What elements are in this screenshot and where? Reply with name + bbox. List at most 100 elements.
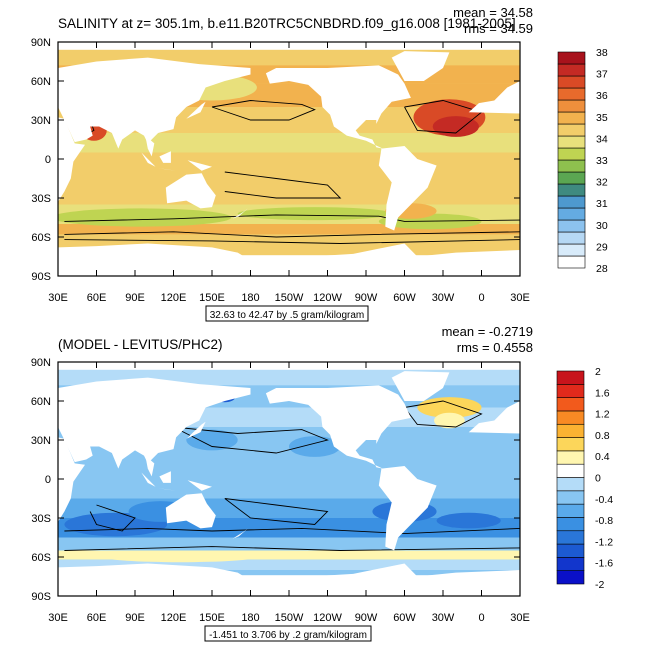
x-tick-label: 150W bbox=[275, 292, 304, 304]
y-tick-label: 90S bbox=[31, 591, 51, 603]
y-tick-label: 90N bbox=[31, 37, 51, 49]
x-tick-label: 90E bbox=[125, 612, 145, 624]
land-mask bbox=[58, 437, 85, 522]
colorbar-segment bbox=[557, 231, 586, 245]
field-band bbox=[58, 224, 520, 235]
x-tick-label: 120W bbox=[313, 612, 342, 624]
colorbar-label: 38 bbox=[596, 47, 608, 59]
colorbar-segment bbox=[557, 135, 586, 149]
x-tick-label: 60E bbox=[87, 292, 107, 304]
x-tick-label: 0 bbox=[478, 292, 484, 304]
salinity-contour-info: 32.63 to 42.47 by .5 gram/kilogram bbox=[210, 310, 365, 321]
colorbar-segment bbox=[556, 450, 585, 465]
x-tick-label: 150E bbox=[199, 292, 225, 304]
difference-map bbox=[57, 361, 521, 597]
salinity-panel: SALINITY at z= 305.1m, b.e11.B20TRC5CNBD… bbox=[31, 5, 608, 322]
difference-colorbar: 2 1.6 1.2 0.8 0.4 0 -0.4 -0.8 -1.2 -1.6 -2 bbox=[556, 366, 613, 591]
colorbar-segment bbox=[557, 75, 586, 89]
land-mask bbox=[58, 57, 251, 149]
colorbar-segment bbox=[556, 570, 585, 585]
land-mask bbox=[468, 401, 520, 434]
difference-contour-info: -1.451 to 3.706 by .2 gram/kilogram bbox=[209, 630, 367, 641]
y-tick-label: 60S bbox=[31, 232, 51, 244]
colorbar-label: 0.4 bbox=[595, 451, 610, 463]
difference-title: (MODEL - LEVITUS/PHC2) bbox=[58, 337, 223, 352]
land-mask bbox=[58, 377, 251, 469]
difference-rms: rms = 0.4558 bbox=[457, 340, 533, 355]
contour-line bbox=[89, 504, 136, 532]
field-anomaly bbox=[58, 208, 232, 227]
contour-line bbox=[404, 400, 483, 428]
land-mask bbox=[391, 51, 450, 81]
land-mask bbox=[165, 173, 216, 209]
land-mask bbox=[141, 472, 156, 487]
y-tick-label: 90S bbox=[31, 271, 51, 283]
colorbar-segment bbox=[557, 87, 586, 101]
colorbar-segment bbox=[557, 195, 586, 209]
colorbar-label: 37 bbox=[596, 69, 608, 81]
land-mask bbox=[165, 493, 216, 529]
contour-line bbox=[224, 171, 342, 199]
colorbar-segment bbox=[556, 517, 585, 532]
x-tick-label: 30E bbox=[510, 612, 530, 624]
land-mask bbox=[187, 160, 212, 171]
x-tick-label: 180 bbox=[241, 612, 259, 624]
x-tick-label: 0 bbox=[478, 612, 484, 624]
difference-contour-info-box bbox=[204, 625, 372, 642]
land-mask bbox=[265, 385, 411, 469]
contour-line bbox=[64, 546, 520, 551]
colorbar-segment bbox=[556, 437, 585, 452]
contour-line bbox=[64, 214, 520, 222]
land-mask bbox=[158, 168, 177, 171]
land-mask bbox=[145, 455, 155, 477]
colorbar-label: -0.4 bbox=[595, 494, 613, 506]
colorbar-segment bbox=[557, 111, 586, 125]
field-band bbox=[58, 459, 520, 499]
x-tick-label: 60W bbox=[393, 292, 416, 304]
colorbar-segment bbox=[556, 543, 585, 558]
colorbar-segment bbox=[557, 51, 586, 65]
colorbar-segment bbox=[557, 147, 586, 161]
colorbar-label: 29 bbox=[596, 241, 608, 253]
salinity-colorbar: 38 37 36 35 34 33 32 31 30 29 28 bbox=[557, 47, 608, 275]
colorbar-label: 28 bbox=[596, 263, 608, 275]
y-tick-label: 30S bbox=[31, 193, 51, 205]
land-mask bbox=[159, 151, 171, 163]
field-anomaly bbox=[432, 116, 479, 137]
field-anomaly bbox=[186, 429, 238, 451]
x-tick-label: 30W bbox=[432, 612, 455, 624]
colorbar-segment bbox=[557, 171, 586, 185]
colorbar-label: -0.8 bbox=[595, 515, 613, 527]
colorbar-label: 31 bbox=[596, 198, 608, 210]
map-field bbox=[58, 362, 520, 596]
colorbar-label: -1.6 bbox=[595, 558, 613, 570]
field-band bbox=[58, 172, 520, 205]
x-tick-label: 30W bbox=[432, 292, 455, 304]
salinity-axis-ticks: 30E 60E 90E 120E 150E 180 150W 120W 90W 60W 30W 0 30… bbox=[31, 37, 530, 304]
y-tick-label: 90N bbox=[31, 357, 51, 369]
contour-line bbox=[211, 100, 316, 121]
contour-line bbox=[224, 498, 329, 525]
colorbar-segment bbox=[556, 477, 585, 492]
colorbar-segment bbox=[557, 255, 586, 269]
colorbar-segment bbox=[557, 123, 586, 137]
colorbar-label: 1.2 bbox=[595, 409, 610, 421]
x-tick-label: 30E bbox=[510, 292, 530, 304]
x-tick-label: 120W bbox=[313, 292, 342, 304]
salinity-title: SALINITY at z= 305.1m, b.e11.B20TRC5CNBD… bbox=[58, 16, 516, 31]
colorbar-segment bbox=[557, 207, 586, 221]
field-anomaly bbox=[434, 412, 465, 429]
colorbar-label: 34 bbox=[596, 133, 608, 145]
land-mask bbox=[378, 466, 437, 551]
colorbar-segment bbox=[557, 159, 586, 173]
colorbar-label: -2 bbox=[595, 579, 604, 591]
y-tick-label: 60S bbox=[31, 552, 51, 564]
salinity-contour-info-box bbox=[205, 305, 369, 322]
x-tick-label: 150W bbox=[275, 612, 304, 624]
colorbar-segment bbox=[556, 384, 585, 398]
contour-line bbox=[64, 239, 520, 244]
field-anomaly bbox=[436, 512, 501, 529]
difference-axis-ticks: 30E 60E 90E 120E 150E 180 150W 120W 90W 60W 30W 0 30… bbox=[31, 357, 530, 624]
colorbar-label: 1.6 bbox=[595, 387, 610, 399]
